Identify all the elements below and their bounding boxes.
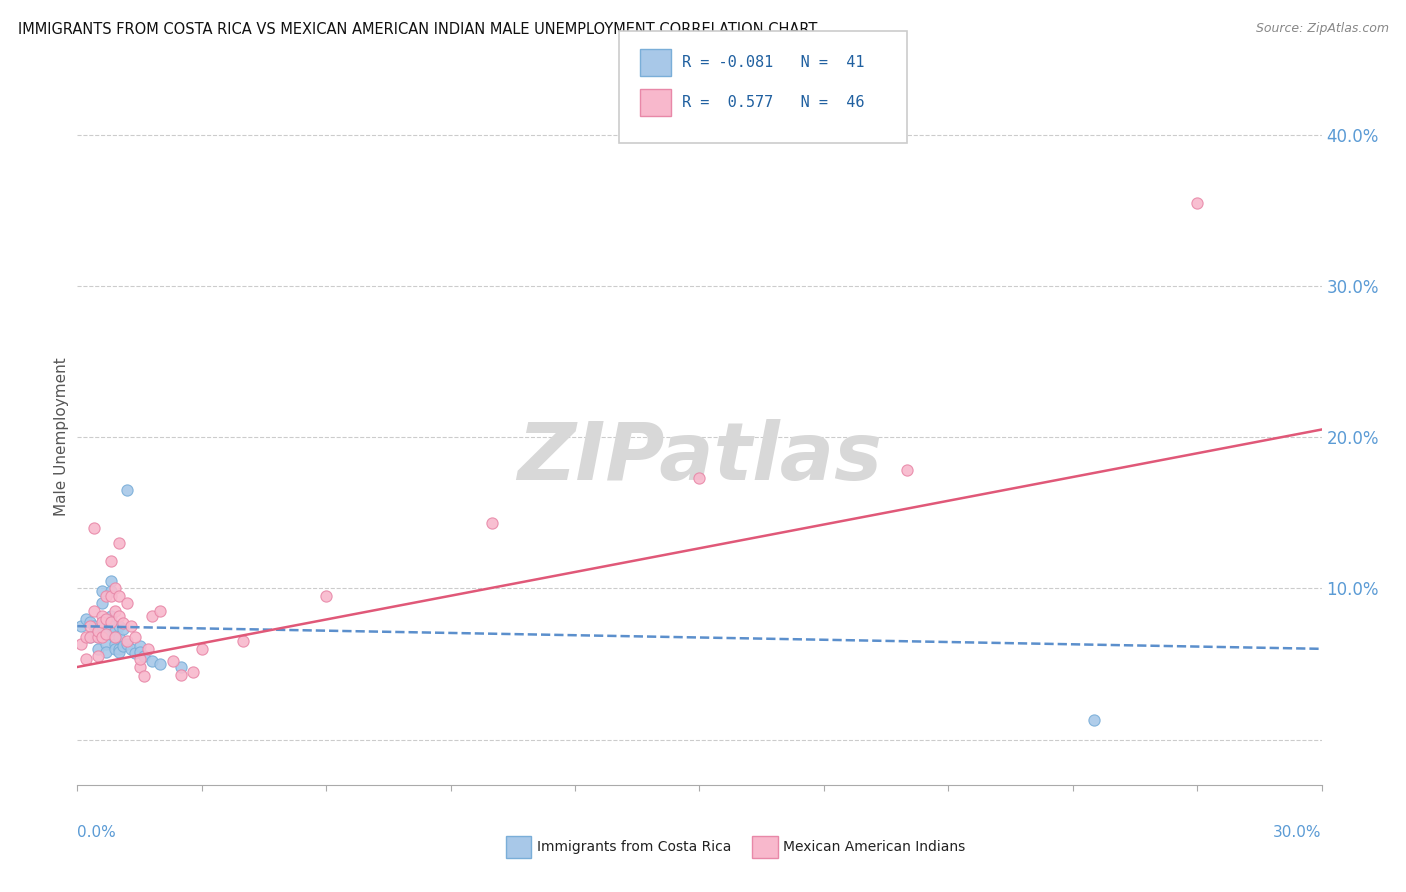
Point	[128, 652, 150, 666]
Point	[108, 589, 131, 603]
Point	[108, 619, 131, 633]
Point	[128, 660, 150, 674]
Point	[91, 615, 114, 629]
Text: Mexican American Indians: Mexican American Indians	[783, 840, 966, 854]
Point	[100, 589, 122, 603]
Point	[689, 471, 711, 485]
Point	[100, 619, 122, 633]
Point	[96, 589, 118, 603]
Text: IMMIGRANTS FROM COSTA RICA VS MEXICAN AMERICAN INDIAN MALE UNEMPLOYMENT CORRELAT: IMMIGRANTS FROM COSTA RICA VS MEXICAN AM…	[18, 22, 818, 37]
Point	[100, 615, 122, 629]
Point	[70, 619, 93, 633]
Point	[70, 637, 93, 651]
Text: ZIPatlas: ZIPatlas	[517, 419, 882, 497]
Point	[111, 639, 134, 653]
Point	[115, 637, 138, 651]
Point	[87, 630, 110, 644]
Point	[115, 597, 138, 611]
Point	[83, 604, 105, 618]
Point	[191, 641, 214, 656]
Point	[1187, 195, 1209, 210]
Point	[96, 645, 118, 659]
Y-axis label: Male Unemployment: Male Unemployment	[53, 358, 69, 516]
Point	[87, 624, 110, 638]
Point	[128, 639, 150, 653]
Point	[87, 624, 110, 638]
Point	[91, 630, 114, 644]
Point	[75, 652, 97, 666]
Point	[96, 637, 118, 651]
Point	[75, 630, 97, 644]
Point	[91, 619, 114, 633]
Point	[87, 630, 110, 644]
Point	[91, 608, 114, 623]
Point	[79, 615, 101, 629]
Point	[128, 645, 150, 659]
Point	[141, 654, 163, 668]
Point	[96, 611, 118, 625]
Point	[79, 619, 101, 633]
Point	[104, 604, 127, 618]
Point	[79, 630, 101, 644]
Point	[149, 604, 172, 618]
Text: R = -0.081   N =  41: R = -0.081 N = 41	[682, 55, 865, 70]
Point	[232, 634, 254, 648]
Point	[108, 536, 131, 550]
Point	[124, 630, 146, 644]
Point	[104, 624, 127, 638]
Point	[83, 521, 105, 535]
Point	[111, 616, 134, 631]
Text: 30.0%: 30.0%	[1274, 825, 1322, 840]
Text: Immigrants from Costa Rica: Immigrants from Costa Rica	[537, 840, 731, 854]
Point	[100, 574, 122, 588]
Point	[108, 608, 131, 623]
Text: Source: ZipAtlas.com: Source: ZipAtlas.com	[1256, 22, 1389, 36]
Point	[124, 646, 146, 660]
Point	[100, 554, 122, 568]
Point	[115, 634, 138, 648]
Point	[1083, 713, 1105, 727]
Point	[96, 624, 118, 638]
Point	[170, 667, 193, 681]
Point	[481, 516, 503, 531]
Point	[315, 589, 337, 603]
Point	[83, 619, 105, 633]
Point	[115, 483, 138, 497]
Point	[108, 641, 131, 656]
Point	[79, 630, 101, 644]
Point	[136, 641, 159, 656]
Point	[132, 669, 155, 683]
Text: 0.0%: 0.0%	[77, 825, 117, 840]
Point	[162, 654, 184, 668]
Point	[87, 641, 110, 656]
Point	[132, 649, 155, 664]
Point	[87, 649, 110, 664]
Point	[896, 463, 918, 477]
Point	[104, 630, 127, 644]
Text: R =  0.577   N =  46: R = 0.577 N = 46	[682, 95, 865, 110]
Point	[111, 622, 134, 636]
Point	[75, 611, 97, 625]
Point	[149, 657, 172, 671]
Point	[104, 641, 127, 656]
Point	[104, 582, 127, 596]
Point	[100, 584, 122, 599]
Point	[96, 626, 118, 640]
Point	[96, 626, 118, 640]
Point	[183, 665, 205, 679]
Point	[91, 584, 114, 599]
Point	[170, 660, 193, 674]
Point	[120, 619, 142, 633]
Point	[100, 608, 122, 623]
Point	[120, 641, 142, 656]
Point	[83, 626, 105, 640]
Point	[108, 645, 131, 659]
Point	[141, 608, 163, 623]
Point	[104, 637, 127, 651]
Point	[108, 630, 131, 644]
Point	[104, 630, 127, 644]
Point	[91, 597, 114, 611]
